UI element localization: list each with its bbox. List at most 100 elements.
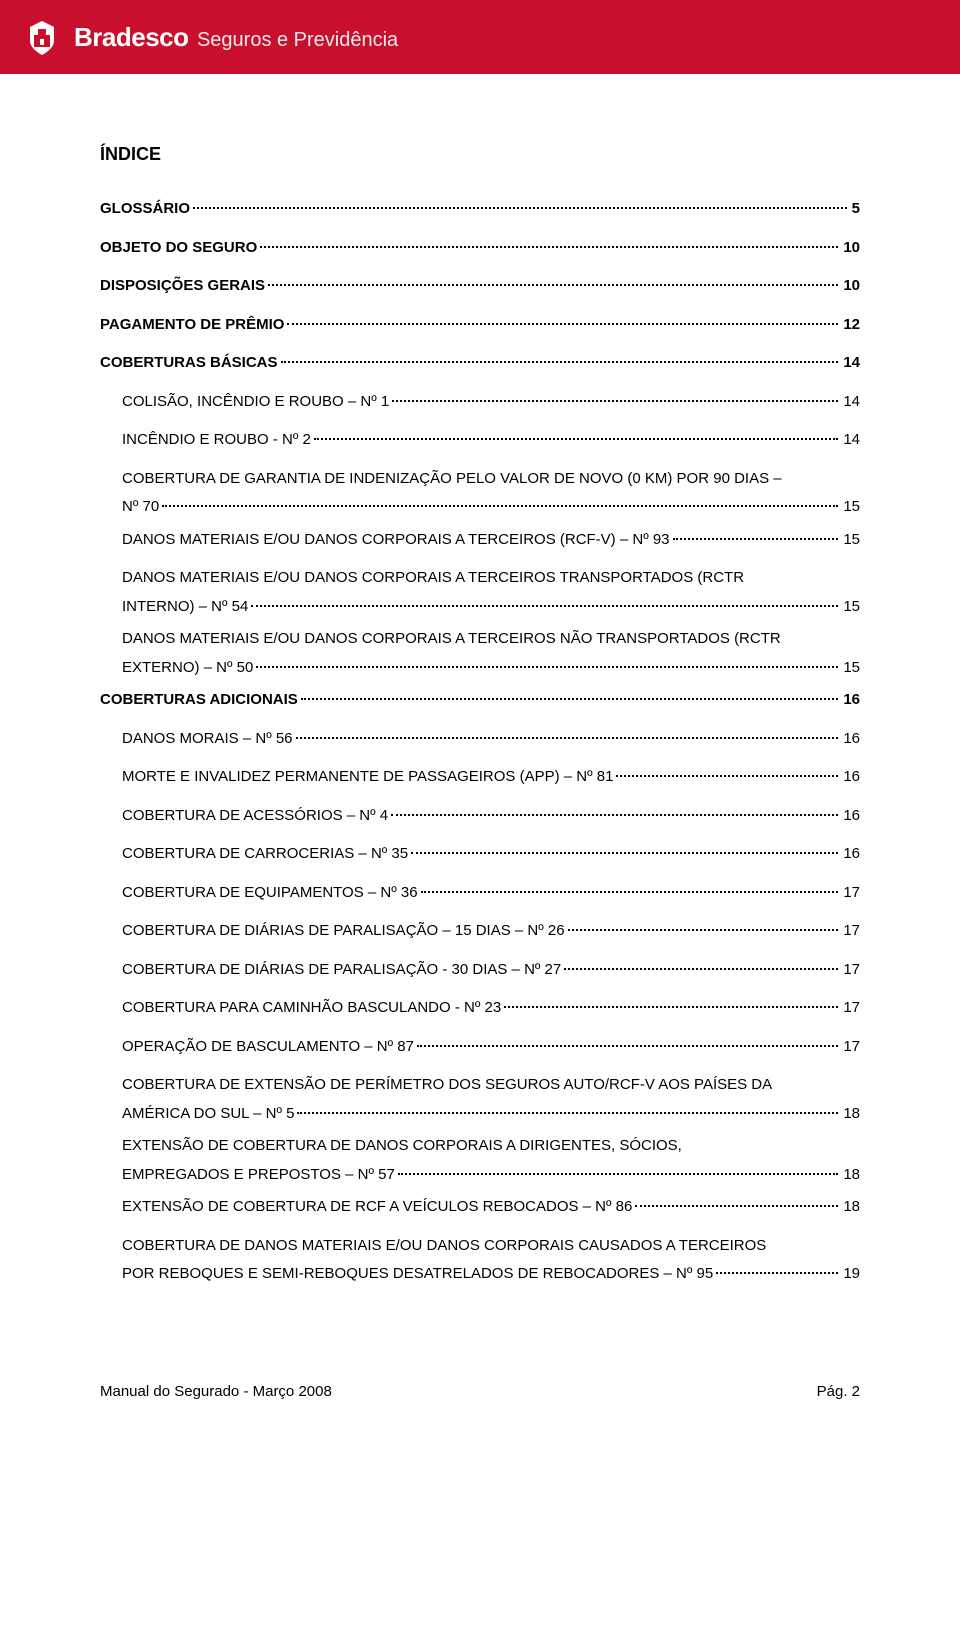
toc-page-number: 16 — [843, 686, 860, 715]
toc-entry[interactable]: EXTENSÃO DE COBERTURA DE RCF A VEÍCULOS … — [100, 1193, 860, 1222]
toc-page-number: 16 — [843, 802, 860, 831]
brand-sub: Seguros e Previdência — [197, 29, 398, 51]
toc-label-last-line: POR REBOQUES E SEMI-REBOQUES DESATRELADO… — [122, 1260, 860, 1289]
toc-page-number: 18 — [843, 1100, 860, 1129]
toc-label-line: DANOS MATERIAIS E/OU DANOS CORPORAIS A T… — [122, 625, 860, 654]
toc-page-number: 17 — [843, 956, 860, 985]
toc-page-number: 10 — [843, 234, 860, 263]
brand-logo-block: Bradesco Seguros e Previdência — [20, 15, 398, 59]
toc-label-line: COBERTURA DE EXTENSÃO DE PERÍMETRO DOS S… — [122, 1071, 860, 1100]
toc-page-number: 12 — [843, 311, 860, 340]
toc-page-number: 16 — [843, 725, 860, 754]
toc-entry[interactable]: COBERTURA PARA CAMINHÃO BASCULANDO - Nº … — [100, 994, 860, 1023]
toc-label-line: DANOS MATERIAIS E/OU DANOS CORPORAIS A T… — [122, 564, 860, 593]
toc-entry[interactable]: PAGAMENTO DE PRÊMIO 12 — [100, 311, 860, 340]
toc-leader-dots — [716, 1272, 838, 1274]
toc-leader-dots — [193, 207, 847, 209]
toc-entry[interactable]: COBERTURA DE EQUIPAMENTOS – Nº 36 17 — [100, 879, 860, 908]
header-banner: Bradesco Seguros e Previdência — [0, 0, 960, 74]
toc-entry[interactable]: COBERTURA DE DIÁRIAS DE PARALISAÇÃO – 15… — [100, 917, 860, 946]
toc-label: DANOS MORAIS – Nº 56 — [122, 725, 293, 754]
toc-page-number: 17 — [843, 879, 860, 908]
toc-label: GLOSSÁRIO — [100, 195, 190, 224]
toc-label: DANOS MATERIAIS E/OU DANOS CORPORAIS A T… — [122, 526, 670, 555]
toc-page-number: 14 — [843, 426, 860, 455]
toc-page-number: 18 — [843, 1193, 860, 1222]
toc-leader-dots — [391, 814, 838, 816]
toc-page-number: 16 — [843, 840, 860, 869]
toc-entry[interactable]: COBERTURA DE ACESSÓRIOS – Nº 4 16 — [100, 802, 860, 831]
toc-entry[interactable]: EXTENSÃO DE COBERTURA DE DANOS CORPORAIS… — [100, 1132, 860, 1189]
toc-entry[interactable]: COLISÃO, INCÊNDIO E ROUBO – Nº 1 14 — [100, 388, 860, 417]
toc-page-number: 19 — [843, 1260, 860, 1289]
toc-entry[interactable]: DANOS MATERIAIS E/OU DANOS CORPORAIS A T… — [100, 625, 860, 682]
toc-leader-dots — [268, 284, 838, 286]
toc-leader-dots — [287, 323, 838, 325]
toc-page-number: 16 — [843, 763, 860, 792]
toc-page-number: 15 — [843, 493, 860, 522]
toc-leader-dots — [162, 505, 838, 507]
toc-page-number: 5 — [852, 195, 860, 224]
toc-label: COBERTURAS ADICIONAIS — [100, 686, 298, 715]
toc-label: INCÊNDIO E ROUBO - Nº 2 — [122, 426, 311, 455]
toc-entry[interactable]: COBERTURA DE GARANTIA DE INDENIZAÇÃO PEL… — [100, 465, 860, 522]
toc-label-last-line: Nº 70 15 — [122, 493, 860, 522]
page-content: ÍNDICE GLOSSÁRIO 5OBJETO DO SEGURO 10DIS… — [0, 74, 960, 1323]
toc-leader-dots — [398, 1173, 839, 1175]
toc-leader-dots — [314, 438, 838, 440]
toc-page-number: 17 — [843, 917, 860, 946]
toc-entry[interactable]: COBERTURAS BÁSICAS 14 — [100, 349, 860, 378]
toc-entry[interactable]: COBERTURA DE CARROCERIAS – Nº 35 16 — [100, 840, 860, 869]
toc-entry[interactable]: GLOSSÁRIO 5 — [100, 195, 860, 224]
index-title: ÍNDICE — [100, 144, 860, 165]
toc-page-number: 17 — [843, 994, 860, 1023]
toc-leader-dots — [568, 929, 839, 931]
toc-leader-dots — [301, 698, 839, 700]
footer-left: Manual do Segurado - Março 2008 — [100, 1383, 332, 1400]
toc-label-last-line: EMPREGADOS E PREPOSTOS – Nº 57 18 — [122, 1161, 860, 1190]
toc-entry[interactable]: DISPOSIÇÕES GERAIS 10 — [100, 272, 860, 301]
toc-leader-dots — [296, 737, 839, 739]
toc-label: COBERTURA DE DIÁRIAS DE PARALISAÇÃO - 30… — [122, 956, 561, 985]
toc-page-number: 14 — [843, 388, 860, 417]
toc-page-number: 15 — [843, 654, 860, 683]
toc-entry[interactable]: INCÊNDIO E ROUBO - Nº 2 14 — [100, 426, 860, 455]
toc-entry[interactable]: OPERAÇÃO DE BASCULAMENTO – Nº 87 17 — [100, 1033, 860, 1062]
toc-leader-dots — [504, 1006, 838, 1008]
toc-label-line: COBERTURA DE GARANTIA DE INDENIZAÇÃO PEL… — [122, 465, 860, 494]
toc-leader-dots — [417, 1045, 838, 1047]
toc-label: COLISÃO, INCÊNDIO E ROUBO – Nº 1 — [122, 388, 389, 417]
toc-label: MORTE E INVALIDEZ PERMANENTE DE PASSAGEI… — [122, 763, 613, 792]
toc-label: COBERTURAS BÁSICAS — [100, 349, 278, 378]
toc-label: Nº 70 — [122, 493, 159, 522]
toc-label: PAGAMENTO DE PRÊMIO — [100, 311, 284, 340]
table-of-contents: GLOSSÁRIO 5OBJETO DO SEGURO 10DISPOSIÇÕE… — [100, 195, 860, 1289]
toc-leader-dots — [251, 605, 838, 607]
toc-entry[interactable]: COBERTURAS ADICIONAIS 16 — [100, 686, 860, 715]
toc-page-number: 10 — [843, 272, 860, 301]
brand-text: Bradesco Seguros e Previdência — [74, 22, 398, 53]
toc-label-last-line: AMÉRICA DO SUL – Nº 5 18 — [122, 1100, 860, 1129]
brand-name: Bradesco — [74, 22, 189, 52]
toc-label: COBERTURA DE DIÁRIAS DE PARALISAÇÃO – 15… — [122, 917, 565, 946]
toc-leader-dots — [421, 891, 839, 893]
toc-leader-dots — [564, 968, 838, 970]
toc-entry[interactable]: COBERTURA DE DANOS MATERIAIS E/OU DANOS … — [100, 1232, 860, 1289]
toc-page-number: 15 — [843, 526, 860, 555]
toc-entry[interactable]: COBERTURA DE DIÁRIAS DE PARALISAÇÃO - 30… — [100, 956, 860, 985]
toc-page-number: 15 — [843, 593, 860, 622]
toc-entry[interactable]: DANOS MATERIAIS E/OU DANOS CORPORAIS A T… — [100, 564, 860, 621]
toc-label-line: EXTENSÃO DE COBERTURA DE DANOS CORPORAIS… — [122, 1132, 860, 1161]
toc-label: EXTERNO) – Nº 50 — [122, 654, 253, 683]
toc-leader-dots — [673, 538, 839, 540]
toc-leader-dots — [281, 361, 839, 363]
toc-label: AMÉRICA DO SUL – Nº 5 — [122, 1100, 294, 1129]
toc-entry[interactable]: DANOS MORAIS – Nº 56 16 — [100, 725, 860, 754]
toc-entry[interactable]: DANOS MATERIAIS E/OU DANOS CORPORAIS A T… — [100, 526, 860, 555]
toc-entry[interactable]: COBERTURA DE EXTENSÃO DE PERÍMETRO DOS S… — [100, 1071, 860, 1128]
toc-label-line: COBERTURA DE DANOS MATERIAIS E/OU DANOS … — [122, 1232, 860, 1261]
toc-entry[interactable]: OBJETO DO SEGURO 10 — [100, 234, 860, 263]
toc-entry[interactable]: MORTE E INVALIDEZ PERMANENTE DE PASSAGEI… — [100, 763, 860, 792]
toc-label: OBJETO DO SEGURO — [100, 234, 257, 263]
toc-label-last-line: EXTERNO) – Nº 50 15 — [122, 654, 860, 683]
